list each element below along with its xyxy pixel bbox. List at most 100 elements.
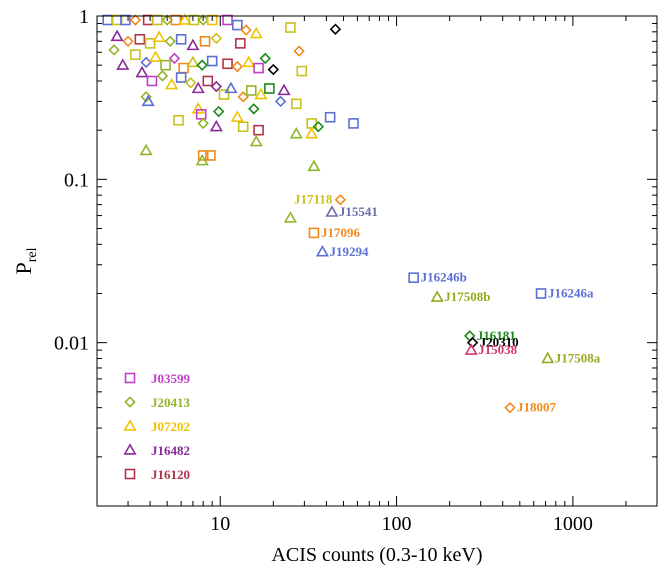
data-point-diamond [240,24,252,36]
labeled-point-j15038 [464,343,478,355]
data-point-square [206,55,218,67]
data-point-triangle [283,211,297,223]
data-point-square [178,62,189,74]
data-point-square [237,121,249,133]
data-point-square [245,85,257,96]
point-label-j15038: J15038 [478,342,518,357]
data-point-diamond [140,56,152,69]
data-point-square [130,49,141,60]
data-point-triangle [249,26,263,39]
data-point-square [348,118,359,129]
data-point-diamond [140,91,152,103]
axis-ticks: 10 100 1000 0.01 0.1 1 [54,6,658,535]
point-label-j18007: J18007 [517,400,557,415]
data-point-square [175,72,187,83]
point-labels: J17118 J15541 J17096 J19294 J16246b J17508b J1… [294,192,601,415]
data-point-square [290,98,302,110]
data-point-square [146,75,158,87]
data-point-square [102,14,114,26]
data-point-triangle [249,134,263,147]
labeled-point-j17508b [430,290,444,302]
data-point-triangle [135,65,149,78]
y-tick-label: 0.01 [54,333,89,355]
data-point-triangle [116,58,130,70]
data-point-diamond [312,120,325,133]
data-point-triangle [178,13,192,25]
data-point-square [160,59,171,71]
data-point-diamond [156,70,169,82]
data-point-triangle [307,159,321,172]
legend-label: J20413 [151,395,191,410]
data-point-triangle [141,94,155,107]
y-tick-label: 0.1 [64,169,89,191]
data-point-triangle [289,126,303,139]
data-point-triangle [186,55,200,68]
data-point-diamond [267,63,280,76]
data-point-diamond [161,14,173,26]
data-point-square [175,34,187,45]
legend-marker-triangle [123,443,137,455]
data-point-triangle [224,81,238,94]
data-point-diamond [212,105,225,118]
data-point-triangle [152,30,166,43]
data-point-square [253,124,264,136]
data-point-triangle [139,143,153,156]
data-point-square [232,19,243,31]
data-point-square [188,14,200,26]
y-axis-label-main: P [11,262,36,274]
point-label-j17096: J17096 [321,225,361,240]
data-point-triangle [242,55,256,68]
labeled-point-j17096 [308,227,320,239]
labeled-point-j17508a [541,351,555,364]
labeled-point-j15541 [325,205,339,217]
point-label-j16246a: J16246a [548,285,594,300]
x-tick-label: 1000 [553,513,593,535]
data-point-diamond [164,35,176,48]
data-point-square [205,150,216,161]
data-point-triangle [195,153,209,166]
labeled-point-j19294 [315,244,330,257]
data-point-square [218,89,230,100]
legend: J03599 J20413 J07202 J16482 J16120 [123,371,191,482]
data-point-triangle [165,77,179,90]
data-point-square [222,58,233,70]
data-point-triangle [305,126,319,139]
labeled-point-j18007 [504,401,516,414]
point-label-j16246b: J16246b [421,270,467,285]
data-point-diamond [129,14,142,26]
data-point-triangle [110,29,124,42]
data-point-diamond [108,44,120,56]
data-point-square [253,62,264,74]
data-point-square [144,38,156,49]
labeled-point-j16246a [535,288,547,299]
data-point-triangle [186,38,200,51]
data-point-square [195,109,207,120]
data-point-triangle [149,50,163,62]
data-point-square [222,14,233,26]
plot-frame [96,15,658,507]
data-point-diamond [274,95,287,108]
labeled-point-j17118 [334,194,347,206]
data-point-square [296,65,308,77]
data-point-diamond [196,59,208,71]
legend-label: J03599 [151,371,191,386]
point-label-j17508a: J17508a [555,350,601,365]
data-point-square [235,38,246,49]
legend-label: J07202 [151,419,190,434]
data-point-square [324,111,336,123]
data-point-diamond [122,35,134,48]
point-label-j17508b: J17508b [444,289,490,304]
x-axis-label: ACIS counts (0.3-10 keV) [271,544,482,566]
y-axis-label: Prel [11,247,40,274]
data-point-square [202,75,214,87]
data-point-triangle [191,102,205,114]
y-axis-label-subscript: rel [25,247,40,262]
data-point-diamond [293,45,305,57]
data-point-triangle [209,119,223,132]
x-tick-label: 100 [382,513,412,535]
y-tick-label: 1 [79,6,89,28]
data-point-triangle [277,83,291,96]
legend-marker-diamond [124,396,136,408]
data-points [102,13,555,414]
